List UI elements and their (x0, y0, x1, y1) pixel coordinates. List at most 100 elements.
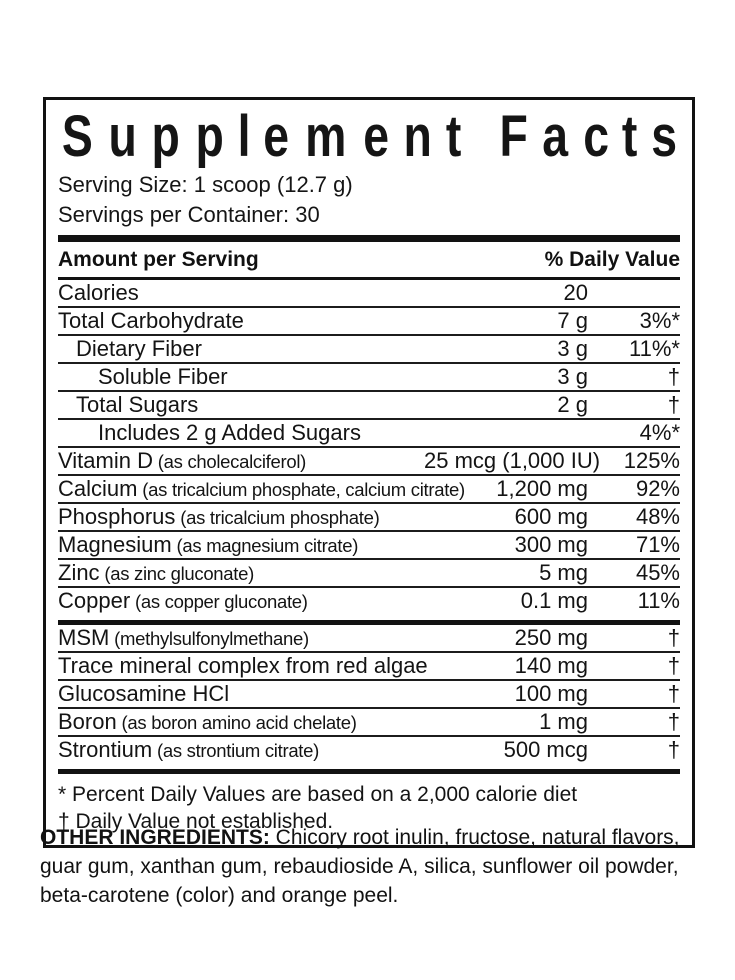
other-ingredients-label: OTHER INGREDIENTS: (40, 826, 270, 849)
nutrient-name: Magnesium (as magnesium citrate) (58, 532, 359, 557)
nutrient-rows-secondary: MSM (methylsulfonylmethane) 250 mg † Trace … (58, 625, 680, 763)
nutrient-row: Magnesium (as magnesium citrate) 300 mg 71… (58, 532, 680, 560)
nutrient-amount: 140 mg (514, 653, 588, 678)
nutrient-row: Soluble Fiber 3 g † (58, 364, 680, 392)
nutrient-name: Strontium (as strontium citrate) (58, 737, 319, 762)
nutrient-rows-primary: Calories 20 Total Carbohydrate 7 g 3%* Dietar… (58, 280, 680, 614)
title-letter: a (542, 104, 569, 169)
nutrient-daily-value: 92% (635, 476, 680, 501)
other-ingredients-text: Chicory root inulin, fructose, natural f… (40, 826, 680, 907)
nutrient-row: Total Carbohydrate 7 g 3%* (58, 308, 680, 336)
title-letter: e (263, 104, 289, 169)
nutrient-daily-value: † (667, 364, 680, 389)
nutrient-amount: 300 mg (514, 532, 588, 557)
nutrient-amount: 20 (563, 280, 588, 305)
title-letter: e (363, 104, 389, 169)
other-ingredients: OTHER INGREDIENTS: Chicory root inulin, … (40, 823, 704, 910)
nutrient-row: Copper (as copper gluconate) 0.1 mg 11% (58, 588, 680, 614)
title-letter: c (582, 104, 609, 169)
nutrient-daily-value: † (667, 681, 680, 706)
column-header-row: Amount per Serving % Daily Value (58, 242, 680, 277)
title-letter: p (195, 104, 224, 169)
daily-value-header: % Daily Value (544, 248, 680, 271)
divider-thick-middle (58, 620, 680, 625)
nutrient-daily-value: 11% (637, 588, 680, 613)
nutrient-row: Includes 2 g Added Sugars 4%* (58, 420, 680, 448)
nutrient-source-detail: (as copper gluconate) (130, 591, 308, 612)
title-letter (473, 108, 486, 166)
nutrient-daily-value: † (667, 653, 680, 678)
title-letter: S (61, 104, 93, 169)
nutrient-amount: 100 mg (514, 681, 588, 706)
title-letter: s (650, 104, 677, 169)
nutrient-source-detail: (as cholecalciferol) (152, 451, 307, 472)
nutrient-name: Calcium (as tricalcium phosphate, calciu… (58, 476, 465, 501)
nutrient-source-detail: (as boron amino acid chelate) (116, 712, 357, 733)
nutrient-name: Total Carbohydrate (58, 308, 244, 333)
footnotes: * Percent Daily Values are based on a 2,… (58, 774, 680, 837)
divider-thick-top (58, 235, 680, 242)
nutrient-name: Zinc (as zinc gluconate) (58, 560, 254, 585)
nutrient-daily-value: † (667, 737, 680, 762)
nutrient-amount: 250 mg (514, 625, 588, 650)
nutrient-name: Vitamin D (as cholecalciferol) (58, 448, 307, 473)
nutrient-source-detail: (as zinc gluconate) (99, 563, 254, 584)
serving-info: Serving Size: 1 scoop (12.7 g) Servings … (58, 171, 680, 229)
nutrient-row: Boron (as boron amino acid chelate) 1 mg † (58, 709, 680, 737)
nutrient-daily-value: 45% (635, 560, 680, 585)
nutrient-name: Total Sugars (76, 392, 199, 417)
nutrient-row: MSM (methylsulfonylmethane) 250 mg † (58, 625, 680, 653)
amount-per-serving-header: Amount per Serving (58, 248, 259, 271)
nutrient-daily-value: † (667, 625, 680, 650)
nutrient-row: Calcium (as tricalcium phosphate, calciu… (58, 476, 680, 504)
nutrient-row: Vitamin D (as cholecalciferol) 25 mcg (1,… (58, 448, 680, 476)
nutrient-daily-value: 125% (623, 448, 680, 473)
nutrient-source-detail: (as strontium citrate) (152, 740, 319, 761)
serving-size: Serving Size: 1 scoop (12.7 g) (58, 172, 353, 197)
nutrient-name: Includes 2 g Added Sugars (98, 420, 361, 445)
nutrient-source-detail: (methylsulfonylmethane) (109, 628, 309, 649)
nutrient-name: Calories (58, 280, 139, 305)
title-letter: t (445, 104, 462, 169)
nutrient-amount: 500 mcg (503, 737, 588, 762)
nutrient-source-detail: (as tricalcium phosphate, calcium citrat… (137, 479, 465, 500)
nutrient-name: MSM (methylsulfonylmethane) (58, 625, 309, 650)
footnote-dagger: † Daily Value not established. (58, 810, 334, 833)
nutrient-name: Dietary Fiber (76, 336, 202, 361)
nutrient-row: Trace mineral complex from red algae 140 … (58, 653, 680, 681)
nutrient-row: Calories 20 (58, 280, 680, 308)
nutrient-daily-value: 3%* (639, 308, 680, 333)
nutrient-amount: 3 g (557, 336, 588, 361)
nutrient-amount: 5 mg (539, 560, 588, 585)
nutrient-amount: 3 g (557, 364, 588, 389)
nutrient-daily-value: 71% (635, 532, 680, 557)
nutrient-amount: 1 mg (539, 709, 588, 734)
title-letter: F (499, 104, 528, 169)
nutrient-name: Copper (as copper gluconate) (58, 588, 308, 613)
nutrient-name: Boron (as boron amino acid chelate) (58, 709, 357, 734)
divider-thick-bottom (58, 769, 680, 774)
nutrient-daily-value: 4%* (639, 420, 680, 445)
nutrient-name: Trace mineral complex from red algae (58, 653, 428, 678)
nutrient-row: Strontium (as strontium citrate) 500 mcg † (58, 737, 680, 763)
nutrient-amount: 7 g (557, 308, 588, 333)
nutrient-daily-value: 48% (635, 504, 680, 529)
title-letter: u (108, 104, 137, 169)
nutrient-amount: 2 g (557, 392, 588, 417)
title-letter: n (403, 104, 433, 169)
nutrient-name: Phosphorus (as tricalcium phosphate) (58, 504, 380, 529)
nutrient-name: Soluble Fiber (98, 364, 228, 389)
nutrient-source-detail: (as magnesium citrate) (171, 535, 359, 556)
nutrient-daily-value: † (667, 392, 680, 417)
title-letter: p (151, 104, 181, 169)
nutrient-amount: 25 mcg (1,000 IU) (424, 448, 601, 473)
nutrient-row: Dietary Fiber 3 g 11%* (58, 336, 680, 364)
footnote-daily-values: * Percent Daily Values are based on a 2,… (58, 783, 578, 806)
nutrient-amount: 0.1 mg (520, 588, 588, 613)
nutrient-row: Glucosamine HCl 100 mg † (58, 681, 680, 709)
nutrient-row: Total Sugars 2 g † (58, 392, 680, 420)
nutrient-row: Phosphorus (as tricalcium phosphate) 600 … (58, 504, 680, 532)
title-letter: m (305, 104, 347, 169)
